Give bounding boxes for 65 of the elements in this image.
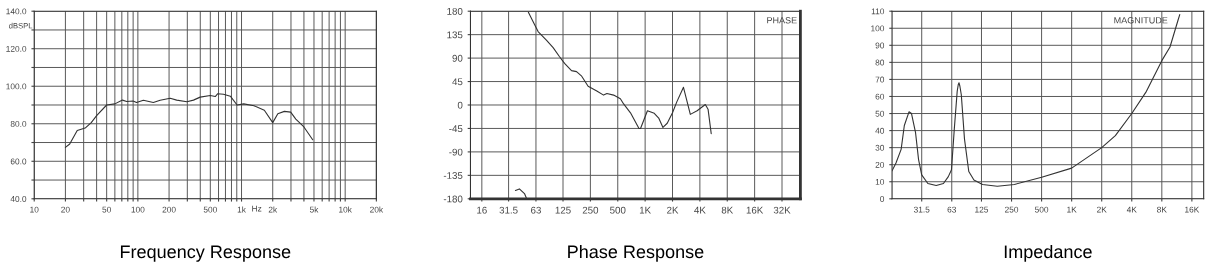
y-tick-label: -135 — [443, 172, 463, 179]
x-tick-label: 8K — [1157, 206, 1167, 213]
x-tick-label: 20k — [370, 206, 384, 213]
y-tick-label: 60.0 — [10, 158, 27, 165]
annotation: PHASE — [767, 17, 797, 24]
y-tick-label: 110 — [871, 8, 885, 15]
x-tick-label: 1k — [237, 206, 246, 213]
y-tick-label: 120.0 — [6, 45, 27, 52]
y-tick-label: 140.0 — [6, 8, 27, 15]
text: Frequency Response — [120, 245, 291, 262]
y-tick-label: 50 — [875, 110, 885, 117]
y-tick-label: -90 — [449, 148, 463, 156]
y-tick-label: 20 — [875, 161, 885, 168]
y-tick-label: -45 — [449, 125, 463, 133]
x-tick-label: 125 — [555, 206, 571, 214]
x-tick-label: 250 — [1005, 206, 1019, 213]
x-tick-label: 31.5 — [913, 206, 930, 213]
y-tick-label: 45 — [452, 78, 463, 86]
y-tick-label: 40 — [875, 127, 885, 134]
y-tick-label: 0 — [880, 196, 885, 202]
y-tick-label: 30 — [875, 144, 885, 151]
x-tick-label: 10k — [339, 206, 352, 213]
x-tick-label: 100 — [131, 206, 145, 213]
y-tick-label: 60 — [875, 93, 885, 100]
x-tick-label: 1K — [639, 206, 651, 214]
x-tick-label: 32K — [773, 206, 791, 214]
x-tick-label: 16 — [477, 206, 487, 214]
y-tick-label: -180 — [443, 195, 463, 203]
y-tick-label: 10 — [875, 178, 885, 185]
y-tick-label: 80 — [875, 59, 885, 66]
x-tick-label: 63 — [947, 206, 957, 213]
y-tick-label: 90 — [875, 42, 885, 49]
y-tick-label: 90 — [452, 54, 463, 62]
x-tick-label: 10 — [30, 206, 39, 213]
x-tick-label: 2k — [268, 206, 278, 213]
x-tick-label: 16K — [1185, 206, 1200, 213]
text: Phase Response — [568, 244, 704, 262]
y-tick-label: 80.0 — [10, 120, 27, 127]
x-tick-label: 2K — [1097, 206, 1107, 213]
x-tick-label: 63 — [531, 206, 541, 214]
x-tick-label: 20 — [61, 206, 70, 213]
y-tick-label: 135 — [447, 31, 463, 39]
y-tick-label: 100.0 — [6, 83, 27, 90]
x-tick-label: 2K — [667, 206, 679, 214]
x-tick-label: 31.5 — [499, 206, 518, 214]
y-tick-label: 40.0 — [10, 196, 27, 202]
x-tick-label: 500 — [610, 206, 626, 214]
text: Hz — [252, 205, 262, 212]
text: Impedance — [1004, 244, 1092, 262]
x-tick-label: 500 — [1034, 206, 1049, 213]
x-tick-label: 16K — [746, 206, 764, 214]
y-tick-label: 100 — [871, 25, 885, 32]
y-tick-label: 70 — [875, 76, 885, 83]
x-tick-label: 50 — [102, 206, 111, 213]
y-tick-label: 0 — [457, 101, 463, 109]
x-tick-label: 250 — [582, 206, 599, 214]
x-tick-label: 8K — [721, 206, 734, 214]
x-tick-label: 500 — [203, 206, 217, 213]
x-tick-label: 200 — [162, 206, 176, 213]
x-tick-label: 5k — [309, 206, 319, 213]
x-tick-label: 125 — [975, 206, 989, 213]
x-tick-label: 4K — [1126, 206, 1137, 213]
x-tick-label: 4K — [694, 206, 706, 214]
x-tick-label: 1K — [1067, 206, 1077, 213]
y-tick-label: 180 — [447, 7, 463, 15]
